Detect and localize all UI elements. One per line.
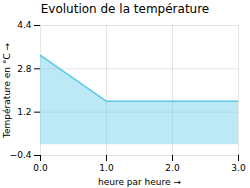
svg-text:1.0: 1.0 — [99, 163, 114, 173]
svg-text:4.4: 4.4 — [17, 20, 32, 30]
svg-text:heure par heure →: heure par heure → — [98, 177, 181, 187]
svg-text:3.0: 3.0 — [231, 163, 246, 173]
svg-text:−0.4: −0.4 — [10, 150, 32, 160]
svg-text:Température en °C →: Température en °C → — [2, 42, 12, 139]
html-text:Evolution de la température: Evolution de la température — [40, 2, 210, 16]
svg-text:2.8: 2.8 — [17, 64, 32, 74]
svg-text:0.0: 0.0 — [33, 163, 48, 173]
svg-text:2.0: 2.0 — [165, 163, 180, 173]
svg-text:1.2: 1.2 — [17, 107, 31, 117]
